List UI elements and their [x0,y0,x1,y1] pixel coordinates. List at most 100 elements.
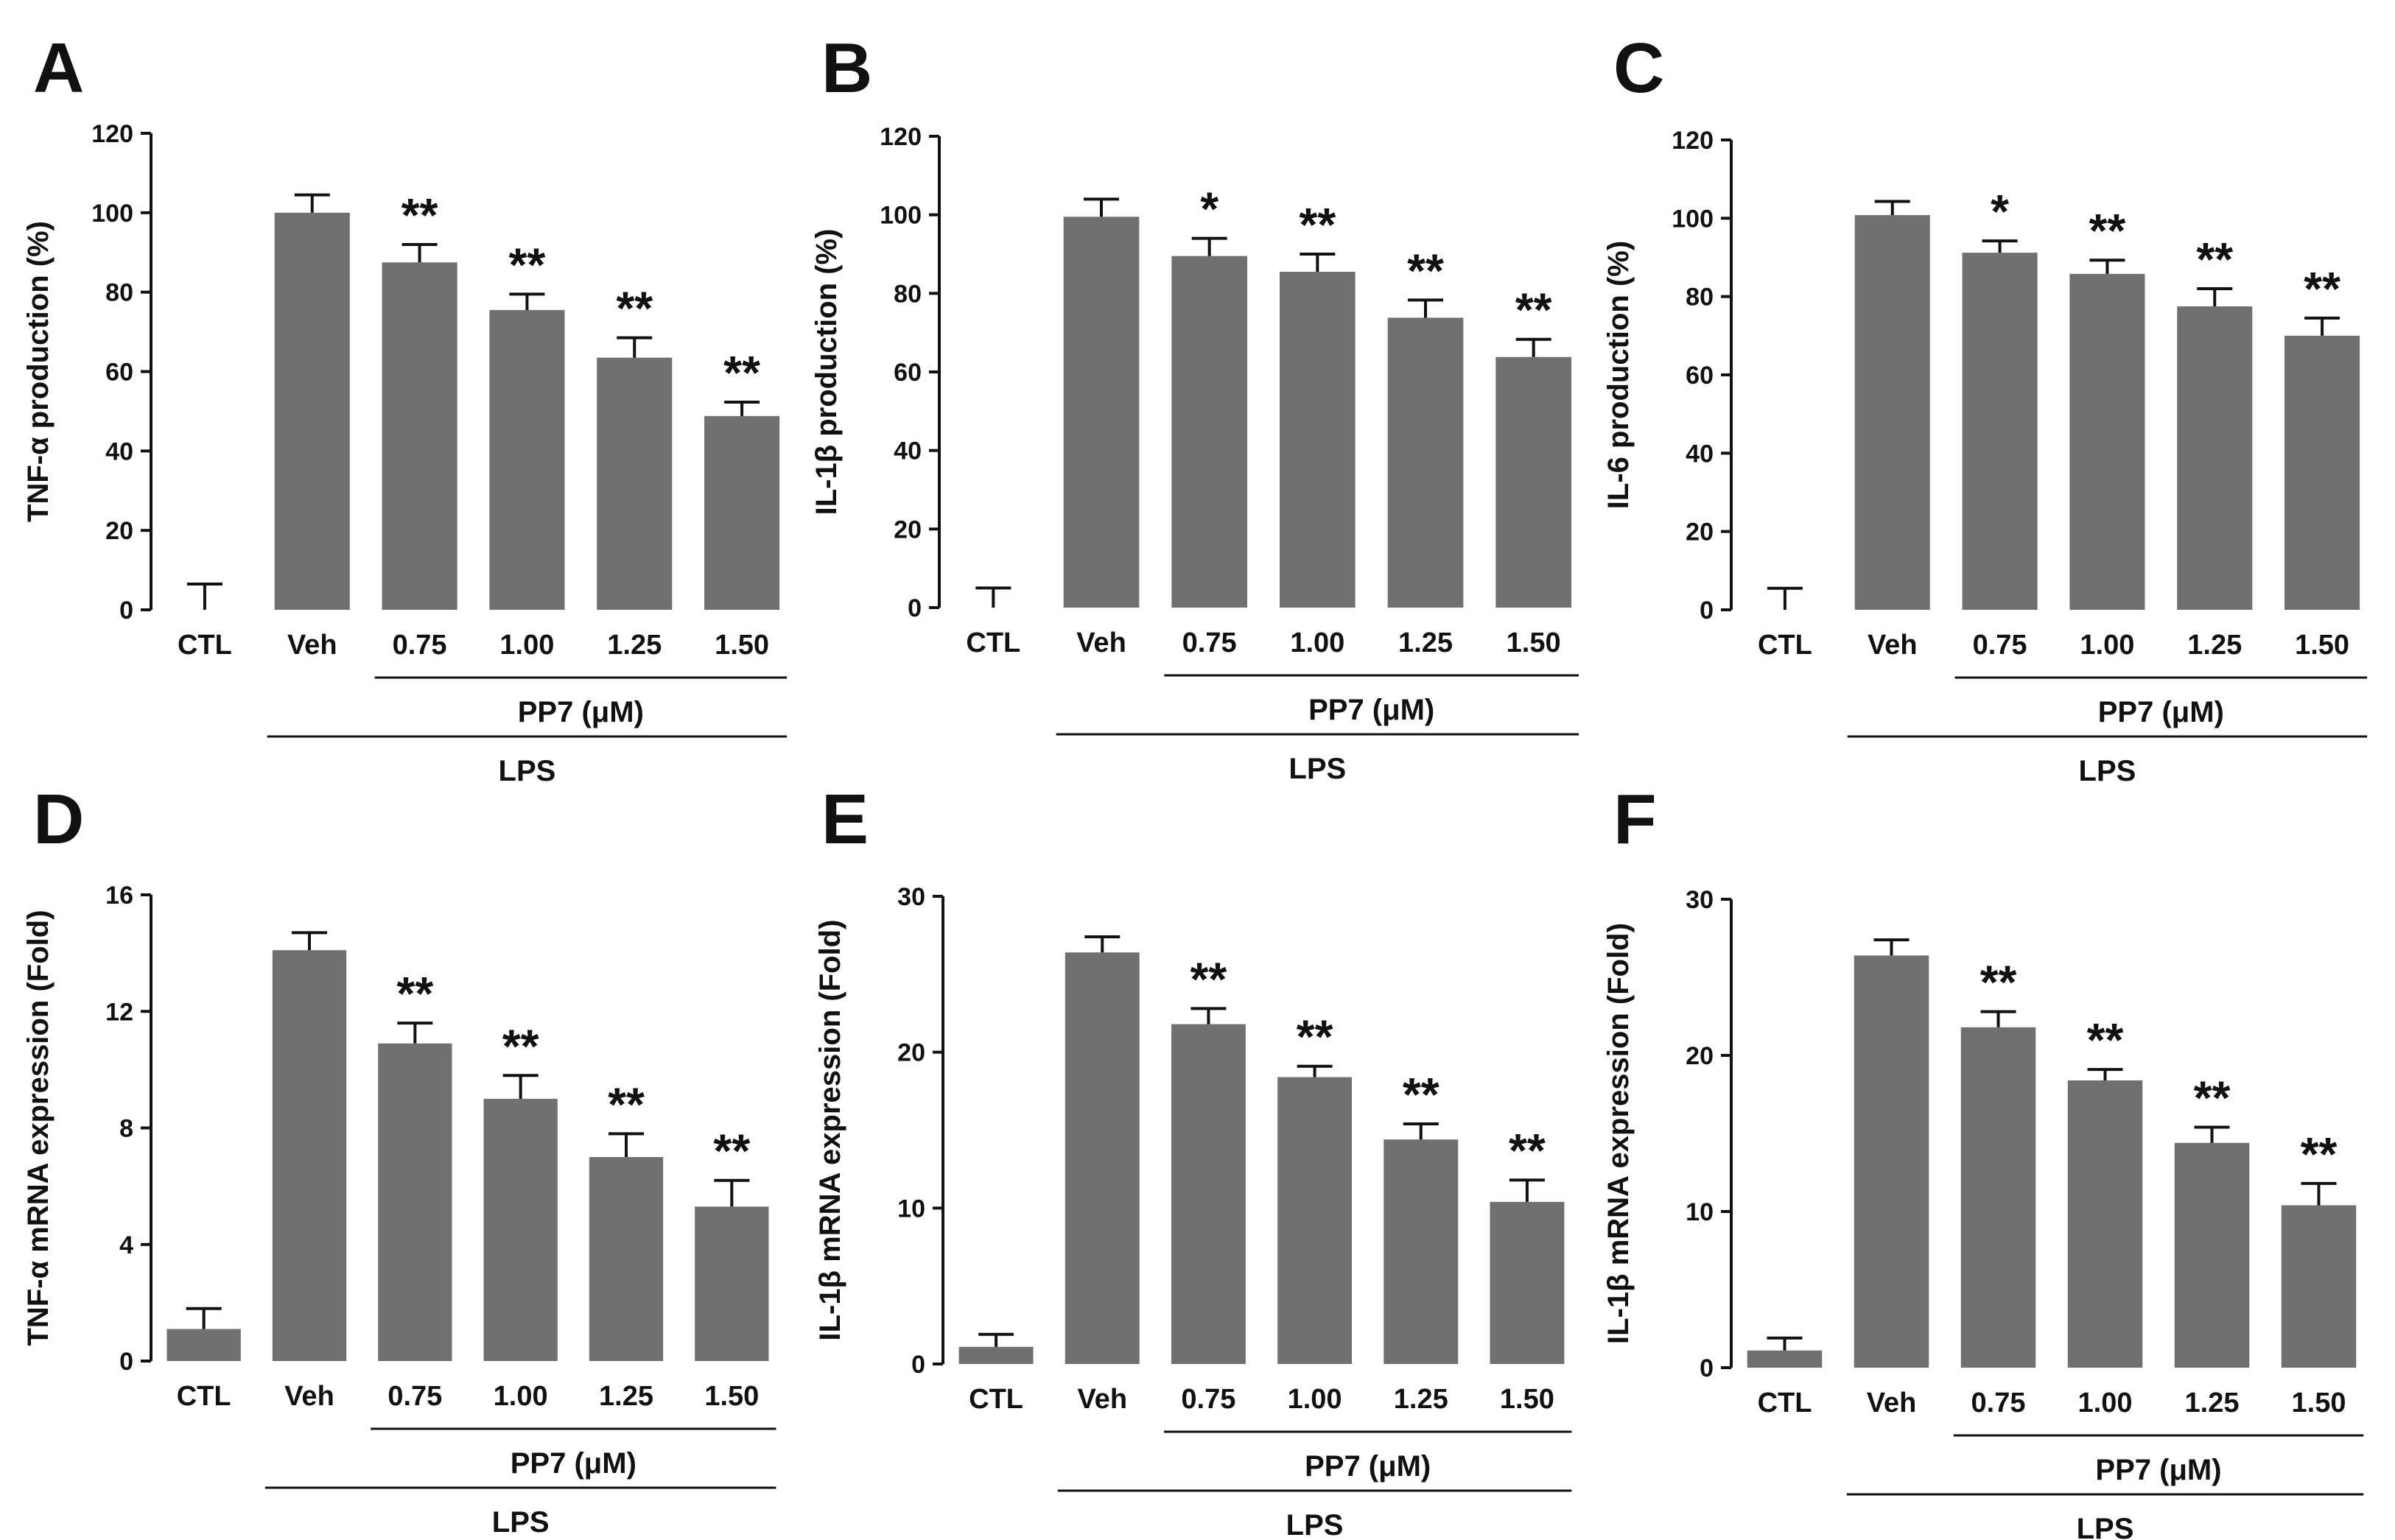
panel-e-y-tick-label: 0 [911,1351,925,1379]
panel-c-y-tick-label: 20 [1686,518,1714,546]
panel-c-y-tick-label: 0 [1700,597,1714,625]
panel-d-bar [483,1098,558,1361]
panel-a-significance: ** [509,238,546,291]
panel-d-treatment-label: PP7 (μM) [511,1447,637,1480]
panel-b-significance: ** [1299,198,1336,251]
panel-a-y-tick-label: 0 [119,597,133,625]
panel-a-bar [489,309,565,610]
panel-c-y-tick-label: 120 [1672,127,1714,155]
panel-e-bar [958,1346,1034,1364]
panel-f-category-label: 1.50 [2292,1388,2346,1418]
panel-f-treatment-label: PP7 (μM) [2095,1454,2221,1486]
panel-f-bar [2281,1205,2357,1368]
panel-a-category-label: 1.25 [607,630,662,661]
panel-e-bar [1277,1077,1353,1364]
panel-d-stimulus-label: LPS [492,1506,550,1539]
panel-f-stimulus-label: LPS [2077,1513,2134,1540]
panel-a-letter: A [33,29,84,108]
panel-a: A 0 20 40 60 80 100 120 TNF-α production (%) CTL V… [22,29,788,787]
panel-c-treatment-label: PP7 (μM) [2098,696,2224,728]
panel-b-letter: B [821,29,872,108]
panel-b-category-label: Veh [1076,627,1126,658]
panel-e-y-axis-label: IL-1β mRNA expression (Fold) [814,920,846,1341]
panel-c-significance: ** [2304,262,2340,315]
panel-d-significance: ** [608,1077,645,1131]
panel-f-significance: ** [2087,1013,2124,1066]
panel-c-significance: ** [2089,204,2126,257]
panel-d-bar [378,1043,452,1361]
panel-f-bar [2067,1080,2143,1368]
panel-d-category-label: 1.25 [599,1381,653,1412]
panel-a-y-tick-label: 60 [105,359,133,387]
panel-a-y-tick-label: 40 [105,437,133,465]
panel-c-letter: C [1613,29,1664,108]
panel-f-category-label: 1.00 [2078,1388,2133,1418]
panel-b-y-tick-label: 80 [894,280,922,308]
panel-b-significance: ** [1515,284,1552,337]
panel-b-y-tick-label: 120 [880,123,922,151]
panel-c-significance: ** [2196,233,2233,286]
panel-b-bar [1063,217,1140,608]
panel-e-significance: ** [1297,1010,1333,1063]
panel-c-y-tick-label: 60 [1686,362,1714,390]
panel-d-bar [166,1329,241,1361]
panel-f-category-label: CTL [1758,1388,1812,1418]
panel-f-significance: ** [2301,1128,2338,1181]
panel-d-bar [589,1157,664,1361]
panel-a-category-label: 1.00 [499,630,554,661]
panel-e-y-tick-label: 20 [897,1039,925,1067]
panel-d-y-axis-label: TNF-α mRNA expression (Fold) [22,910,55,1346]
panel-c-category-label: CTL [1758,630,1812,661]
panel-f-significance: ** [2194,1072,2231,1125]
panel-c-bar [2069,273,2145,610]
panel-e-letter: E [821,780,869,859]
panel-b-significance: ** [1407,244,1444,297]
panel-e-category-label: 1.25 [1394,1384,1448,1415]
panel-a-y-tick-label: 20 [105,517,133,545]
panel-f-significance: ** [1980,956,2017,1009]
panel-d-category-label: 1.50 [704,1381,759,1412]
panel-c-category-label: 1.50 [2295,630,2349,661]
panel-b-significance: * [1200,183,1218,236]
panel-b-y-tick-label: 20 [894,516,922,544]
panel-f-bar [1747,1350,1823,1368]
panel-c-y-tick-label: 80 [1686,284,1714,312]
panel-e-bar [1384,1139,1459,1364]
panel-f-y-axis-label: IL-1β mRNA expression (Fold) [1602,923,1635,1344]
panel-e-bar [1490,1201,1565,1364]
panel-f-category-label: Veh [1867,1388,1917,1418]
panel-c-stimulus-label: LPS [2079,755,2136,787]
panel-c-category-label: Veh [1868,630,1918,661]
panel-a-category-label: CTL [178,630,232,661]
panel-a-treatment-label: PP7 (μM) [518,696,644,728]
panel-e: E 0 10 20 30 IL-1β mRNA expression (Fold) CTL V… [814,780,1572,1540]
panel-b-treatment-label: PP7 (μM) [1308,694,1434,726]
panel-e-category-label: Veh [1077,1384,1127,1415]
panel-b-y-tick-label: 40 [894,437,922,465]
panel-e-y-tick-label: 30 [897,883,925,911]
panel-f-y-tick-label: 20 [1686,1042,1714,1070]
panel-c-y-tick-label: 100 [1672,205,1714,233]
panel-c-category-label: 0.75 [1973,630,2027,661]
panel-b-category-label: 1.25 [1398,627,1453,658]
panel-b-y-tick-label: 60 [894,359,922,387]
panel-a-y-tick-label: 100 [91,200,133,228]
panel-f-bar [2174,1142,2250,1368]
panel-d-y-tick-label: 4 [119,1231,133,1259]
panel-a-stimulus-label: LPS [499,755,556,787]
panel-a-significance: ** [723,346,760,399]
panel-d-category-label: Veh [284,1381,334,1412]
panel-e-category-label: CTL [969,1384,1023,1415]
panel-b-category-label: 0.75 [1182,627,1237,658]
panel-d-bar [695,1206,769,1361]
panel-d-category-label: 1.00 [494,1381,548,1412]
panel-e-treatment-label: PP7 (μM) [1305,1450,1431,1483]
panel-e-significance: ** [1509,1124,1546,1177]
panel-a-y-tick-label: 80 [105,279,133,307]
panel-c-bar [1962,253,2038,610]
panel-a-category-label: 0.75 [393,630,447,661]
panel-c-category-label: 1.00 [2080,630,2134,661]
panel-f-category-label: 1.25 [2185,1388,2240,1418]
panel-c-y-axis-label: IL-6 production (%) [1602,241,1635,509]
